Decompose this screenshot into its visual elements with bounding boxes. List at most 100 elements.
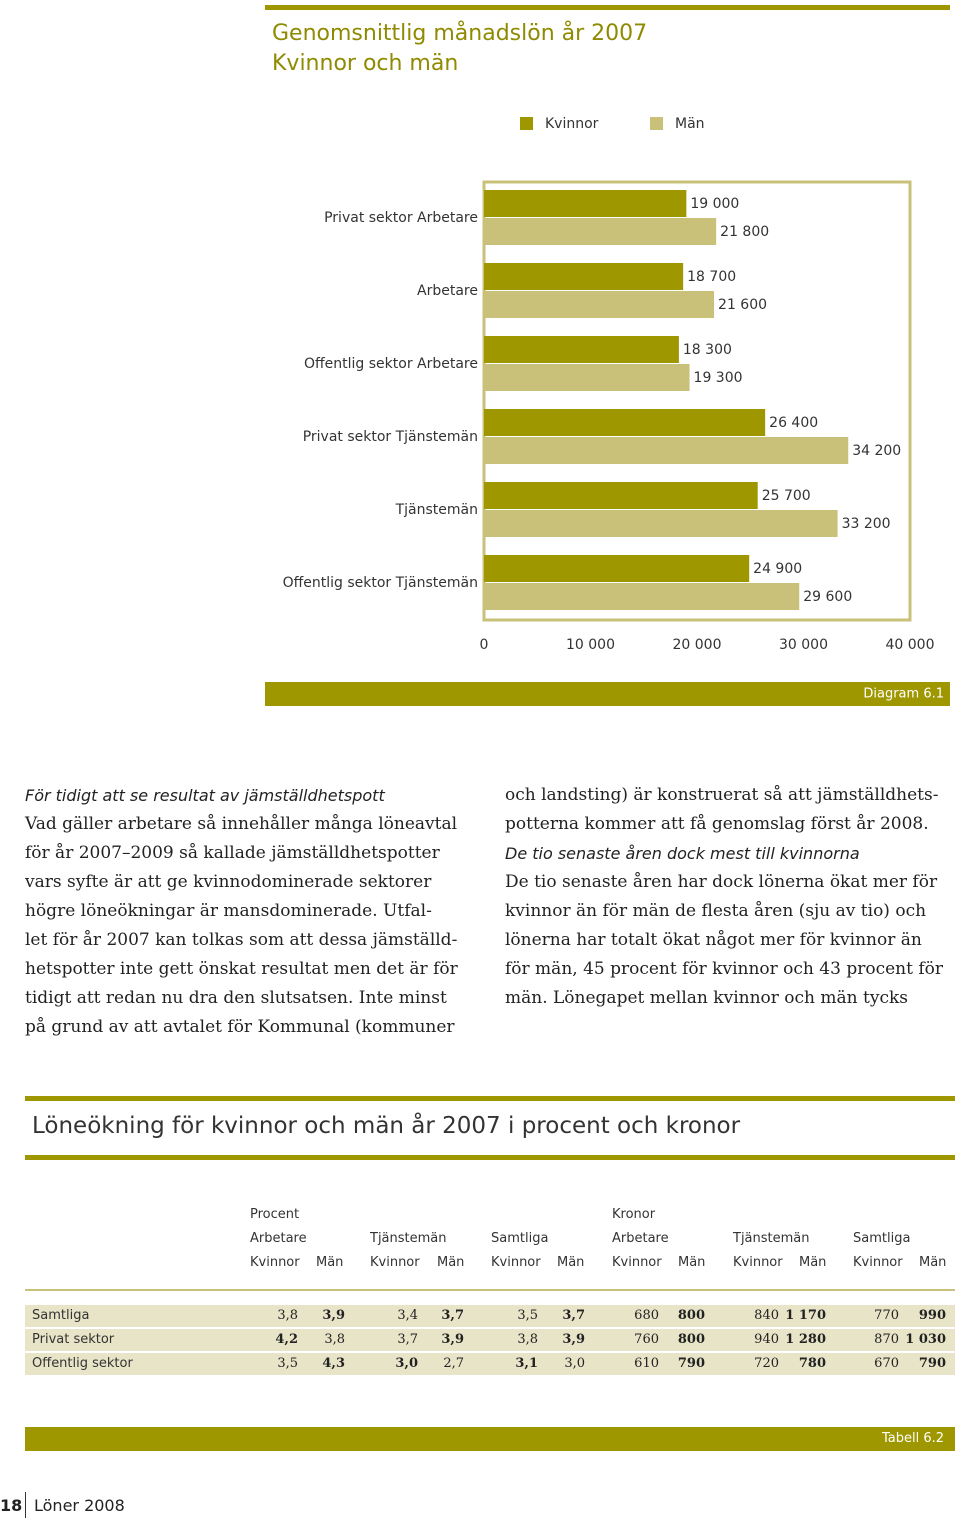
- cell: 870: [874, 1332, 899, 1347]
- column-header: Män: [437, 1255, 465, 1270]
- cell: 940: [754, 1332, 779, 1347]
- heading: För tidigt att se resultat av jämställdh…: [25, 786, 385, 805]
- column-header: Män: [919, 1255, 947, 1270]
- plot-frame: [482, 180, 912, 622]
- table-caption: Tabell 6.2: [881, 1431, 944, 1446]
- cell: 780: [798, 1356, 826, 1371]
- top-rule: [265, 5, 950, 10]
- rule: [25, 1096, 955, 1101]
- row-background: [25, 1305, 955, 1327]
- cell: 790: [677, 1356, 705, 1371]
- column-header: Kvinnor: [733, 1255, 783, 1270]
- text-line: potterna kommer att få genomslag först å…: [505, 814, 929, 834]
- cell: 2,7: [443, 1356, 464, 1371]
- cell: 790: [918, 1356, 946, 1371]
- row-label: Privat sektor: [32, 1332, 115, 1347]
- page-number: 18: [0, 1496, 23, 1515]
- value-label: 18 300: [683, 342, 732, 358]
- bar: [484, 263, 684, 290]
- cell: 3,8: [517, 1332, 538, 1347]
- cell: 3,9: [322, 1308, 345, 1323]
- cell: 720: [754, 1356, 779, 1371]
- value-label: 18 700: [687, 269, 736, 285]
- category-label: Arbetare: [417, 283, 478, 299]
- cell: 800: [677, 1308, 705, 1323]
- legend-label: Kvinnor: [545, 116, 599, 132]
- cell: 3,9: [562, 1332, 585, 1347]
- bar: [484, 437, 849, 464]
- text-line: De tio senaste åren har dock lönerna öka…: [505, 872, 938, 892]
- bar: [484, 218, 717, 245]
- text-line: hetspotter inte gett önskat resultat men…: [25, 959, 458, 979]
- subgroup-header: Samtliga: [853, 1231, 911, 1246]
- table-title: Löneökning för kvinnor och män år 2007 i…: [32, 1113, 741, 1139]
- text-line: vars syfte är att ge kvinnodominerade se…: [25, 872, 432, 892]
- legend-label: Män: [675, 116, 705, 132]
- subgroup-header: Tjänstemän: [733, 1231, 810, 1246]
- caption-bar: [25, 1427, 955, 1451]
- column-header: Kvinnor: [250, 1255, 300, 1270]
- column-header: Män: [316, 1255, 344, 1270]
- bar: [484, 291, 715, 318]
- text-line: på grund av att avtalet för Kommunal (ko…: [25, 1017, 455, 1037]
- row-background: [25, 1329, 955, 1351]
- caption-bar: [265, 682, 950, 706]
- legend-swatch: [650, 117, 663, 130]
- value-label: 19 000: [690, 196, 739, 212]
- cell: 3,8: [324, 1332, 345, 1347]
- text-line: kvinnor än för män de flesta åren (sju a…: [505, 901, 927, 921]
- divider: [25, 1492, 26, 1518]
- bar: [484, 364, 690, 391]
- legend-swatch: [520, 117, 533, 130]
- cell: 4,2: [275, 1332, 298, 1347]
- bar: [484, 510, 838, 537]
- x-tick-label: 10 000: [566, 637, 615, 653]
- column-header: Män: [557, 1255, 585, 1270]
- column-header: Kvinnor: [612, 1255, 662, 1270]
- text-line: let för år 2007 kan tolkas som att dessa…: [25, 930, 458, 950]
- rule: [25, 1155, 955, 1160]
- cell: 3,4: [397, 1308, 418, 1323]
- row-background: [25, 1353, 955, 1375]
- bar: [484, 583, 800, 610]
- x-tick-label: 0: [480, 637, 489, 653]
- value-label: 34 200: [852, 443, 901, 459]
- x-tick-label: 40 000: [886, 637, 935, 653]
- x-tick-label: 30 000: [779, 637, 828, 653]
- cell: 3,9: [441, 1332, 464, 1347]
- chart-caption: Diagram 6.1: [863, 687, 944, 702]
- text-line: högre löneökningar är mansdominerade. Ut…: [25, 901, 432, 921]
- value-label: 24 900: [753, 561, 802, 577]
- cell: 3,1: [515, 1356, 538, 1371]
- category-label: Privat sektor Tjänstemän: [303, 429, 478, 445]
- cell: 3,0: [564, 1356, 585, 1371]
- value-label: 25 700: [762, 488, 811, 504]
- value-label: 21 600: [718, 297, 767, 313]
- x-tick-label: 20 000: [673, 637, 722, 653]
- cell: 3,8: [277, 1308, 298, 1323]
- cell: 3,7: [562, 1308, 585, 1323]
- cell: 1 280: [785, 1332, 826, 1347]
- cell: 670: [874, 1356, 899, 1371]
- text-line: män. Lönegapet mellan kvinnor och män ty…: [505, 988, 908, 1008]
- category-label: Tjänstemän: [395, 502, 478, 518]
- cell: 1 170: [785, 1308, 826, 1323]
- row-label: Samtliga: [32, 1308, 90, 1323]
- group-header: Kronor: [612, 1207, 656, 1222]
- cell: 610: [634, 1356, 659, 1371]
- cell: 840: [754, 1308, 779, 1323]
- bar: [484, 555, 750, 582]
- cell: 4,3: [322, 1356, 345, 1371]
- subgroup-header: Tjänstemän: [370, 1231, 447, 1246]
- left-column: För tidigt att se resultat av jämställdh…: [25, 781, 485, 1042]
- publication: Löner 2008: [34, 1496, 125, 1515]
- rule: [25, 1289, 955, 1291]
- category-label: Offentlig sektor Tjänstemän: [283, 575, 478, 591]
- cell: 770: [874, 1308, 899, 1323]
- bar: [484, 482, 758, 509]
- category-label: Privat sektor Arbetare: [324, 210, 478, 226]
- category-label: Offentlig sektor Arbetare: [304, 356, 478, 372]
- text-line: och landsting) är konstruerat så att jäm…: [505, 785, 939, 805]
- cell: 1 030: [905, 1332, 946, 1347]
